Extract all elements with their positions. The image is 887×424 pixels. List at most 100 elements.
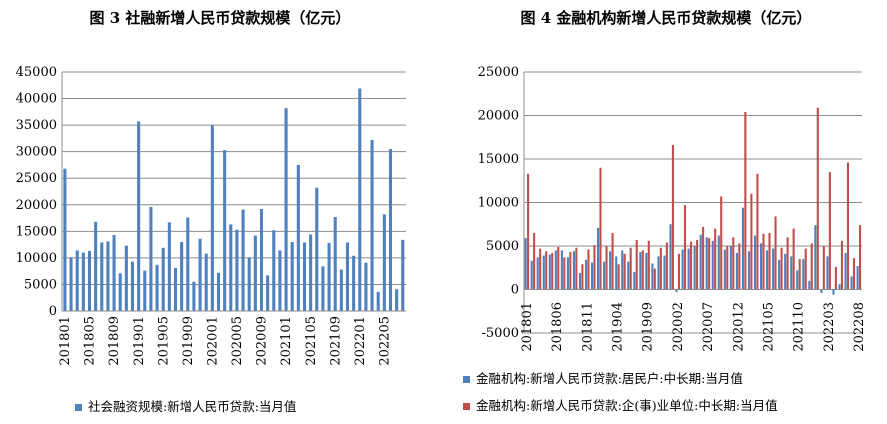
bar-1-s0-202101 (741, 207, 744, 290)
x-tick-label-0-2: 201809 (107, 316, 122, 366)
y-tick-label-0-2: 10000 (16, 251, 57, 266)
bar-0-s0-202207 (395, 289, 399, 311)
bar-0-s0-201907 (173, 267, 178, 311)
bar-0-s0-202108 (327, 243, 331, 311)
bar-0-s0-201904 (155, 264, 159, 311)
x-tick-label-0-1: 201805 (83, 316, 98, 366)
bar-0-s0-202101 (284, 108, 288, 312)
x-tick-label-1-5: 202002 (671, 302, 686, 352)
bar-1-s1-202003 (683, 205, 687, 290)
bar-0-s0-201809 (112, 235, 116, 311)
y-tick-label-0-8: 40000 (16, 92, 57, 107)
bar-1-s0-201903 (609, 251, 612, 290)
legend-label-right-1: 金融机构:新增人民币贷款:居民户:中长期:当月值 (476, 371, 743, 386)
bar-1-s0-202205 (838, 284, 841, 290)
bar-1-s0-201911 (657, 256, 660, 290)
bar-0-s0-202112 (352, 255, 356, 311)
bar-1-s0-202104 (760, 243, 763, 290)
bar-1-s1-201807 (563, 257, 566, 290)
y-tick-label-1-1: 0 (511, 283, 519, 298)
bar-1-s1-202009 (720, 196, 723, 290)
legend-swatch-right-1 (463, 376, 470, 383)
bar-0-s0-202006 (241, 209, 245, 311)
bar-1-s0-202112 (808, 280, 811, 290)
x-tick-label-1-1: 201806 (550, 302, 565, 352)
bar-0-s0-201807 (100, 242, 104, 311)
x-tick-label-1-3: 201904 (611, 302, 626, 352)
bar-0-s0-202203 (370, 139, 374, 311)
legend-left: 社会融资规模:新增人民币贷款:当月值 (75, 396, 296, 415)
bar-1-s0-202102 (747, 251, 751, 290)
bar-1-s1-201903 (611, 232, 614, 290)
bar-1-s1-201912 (665, 242, 668, 290)
bar-1-s1-202205 (840, 240, 843, 290)
bar-0-s0-201811 (124, 245, 128, 311)
bar-1-s0-201912 (663, 255, 666, 290)
bar-1-s0-201906 (627, 261, 630, 290)
bar-0-s0-202008 (253, 235, 257, 311)
bar-0-s0-202111 (345, 242, 350, 311)
bar-1-s0-201810 (578, 272, 582, 290)
bar-1-s0-201812 (591, 262, 594, 290)
bar-0-s0-202012 (278, 250, 282, 311)
bar-1-s0-201908 (639, 252, 642, 290)
x-tick-label-0-10: 202105 (304, 316, 319, 366)
bar-0-s0-202208 (401, 239, 405, 311)
bar-1-s1-201802 (533, 232, 536, 290)
bar-0-s0-202004 (229, 224, 233, 311)
bar-1-s1-201911 (659, 247, 662, 290)
bar-1-s0-202107 (778, 259, 781, 290)
bar-0-s0-201805 (87, 250, 92, 311)
bar-1-s1-201905 (623, 253, 626, 290)
legend-swatch-right-2 (463, 403, 470, 410)
x-tick-label-1-7: 202012 (731, 302, 746, 352)
bar-0-s0-202206 (388, 149, 393, 311)
bar-1-s0-201905 (621, 250, 624, 290)
bar-0-s0-201801 (63, 168, 67, 311)
bar-1-s1-202202 (822, 246, 825, 290)
bar-1-s0-202105 (766, 250, 769, 290)
bar-1-s1-201804 (545, 251, 548, 290)
bar-0-s0-202104 (302, 242, 307, 311)
bar-1-s1-202109 (792, 228, 795, 290)
x-tick-label-0-13: 202205 (378, 316, 393, 366)
bar-1-s1-202007 (708, 238, 711, 290)
bar-0-s0-202009 (259, 209, 264, 311)
bar-1-s1-202107 (780, 247, 783, 290)
bar-1-s1-202110 (798, 259, 801, 290)
bar-1-s1-202101 (744, 112, 747, 290)
y-tick-label-0-4: 20000 (16, 198, 57, 213)
bar-0-s0-201906 (167, 222, 171, 311)
bar-1-s1-201803 (539, 248, 542, 290)
y-tick-label-0-0: 0 (49, 304, 57, 319)
bar-1-s1-202103 (756, 173, 759, 290)
bar-1-s0-201802 (530, 260, 533, 290)
bar-1-s0-202201 (814, 225, 817, 290)
bar-1-s0-201809 (572, 251, 575, 290)
bar-0-s0-202103 (296, 164, 300, 311)
bar-1-s1-202203 (828, 172, 831, 290)
bar-1-s0-202010 (723, 249, 726, 290)
bar-1-s1-202111 (804, 248, 807, 290)
x-tick-label-1-6: 202007 (701, 302, 716, 352)
bar-1-s1-202108 (786, 237, 789, 290)
x-tick-label-0-4: 201905 (156, 316, 171, 366)
x-tick-label-0-0: 201801 (58, 316, 73, 366)
y-tick-label-0-7: 35000 (16, 118, 57, 133)
bar-0-s0-201812 (130, 261, 135, 311)
bar-0-s0-201909 (186, 217, 190, 311)
y-tick-label-1-6: 25000 (478, 65, 519, 80)
bar-1-s0-202203 (826, 256, 829, 290)
bar-1-s0-202001 (669, 224, 672, 290)
bar-1-s0-201806 (554, 250, 557, 290)
y-tick-label-1-4: 15000 (478, 152, 519, 167)
bar-0-s0-202105 (309, 234, 313, 311)
bar-1-s1-202001 (671, 145, 674, 290)
bar-1-s0-202106 (772, 248, 775, 290)
bar-0-s0-201803 (75, 250, 79, 311)
bar-1-s0-201807 (560, 250, 563, 290)
bar-1-s1-201904 (617, 264, 620, 290)
chart-title-left: 图 3 社融新增人民币贷款规模（亿元） (89, 9, 351, 27)
bar-1-s0-202008 (711, 240, 714, 290)
bar-1-s1-201901 (599, 167, 602, 290)
